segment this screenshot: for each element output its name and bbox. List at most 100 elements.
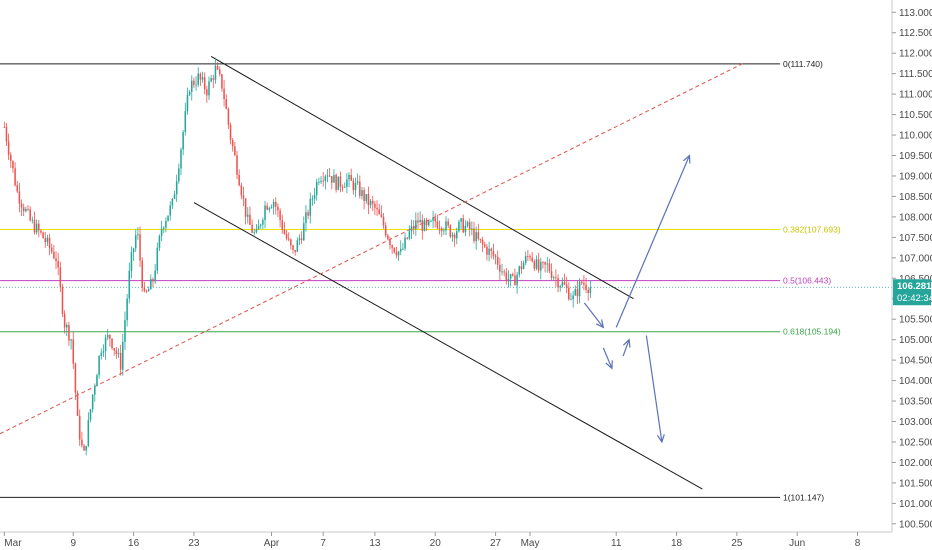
candle-body [57,261,59,268]
candle-body [40,230,42,233]
candle-body [259,224,262,226]
y-tick-label: 113.000 [899,8,932,19]
candle-body [359,181,361,196]
candle-body [436,221,439,228]
channel-upper-line [210,56,634,300]
x-tick-label: 11 [611,538,622,549]
candle-body [535,259,538,269]
y-tick-label: 105.000 [899,335,932,346]
x-tick-label: 7 [320,538,326,549]
projection-arrow-shaft [583,302,604,328]
candle-body [186,94,189,112]
candle-body [38,223,40,231]
candle-body [264,205,266,220]
y-tick-label: 100.500 [899,519,932,530]
candle-body [33,219,36,233]
candlestick-series [3,57,592,456]
candle-body [406,237,408,239]
time-axis[interactable]: Mar 9 16 23 Apr 7 13 20 27 May 11 18 25 Jun 8 [3,532,861,549]
candle-body [50,247,53,252]
candle-body [423,220,426,231]
candle-body [14,168,16,186]
candle-body [315,181,318,196]
candle-body [561,282,564,286]
y-tick-label: 107.500 [899,233,932,244]
candle-body [378,209,380,215]
candle-body [134,235,137,249]
candle-body [328,175,331,177]
candle-body [53,251,55,259]
candle-body [55,258,57,262]
candle-body [430,220,432,222]
candle-body [343,186,346,188]
candle-body [128,270,131,299]
candle-body [524,256,527,264]
candle-body [165,220,167,228]
candle-body [410,226,413,232]
y-tick-label: 104.500 [899,356,932,367]
candle-body [68,325,70,341]
candle-body [89,409,92,420]
candle-body [251,224,253,233]
candle-body [270,207,273,209]
candle-body [570,299,572,300]
candle-body [391,245,393,248]
candle-body [132,248,135,253]
candle-body [91,394,94,410]
candle-body [240,185,243,196]
x-tick-label: 16 [128,538,140,549]
y-tick-label: 102.000 [899,458,932,469]
candle-body [119,352,122,370]
candle-body [527,256,529,257]
x-tick-label: Mar [4,538,22,549]
y-tick-label: 103.000 [899,417,932,428]
candle-body [322,180,324,182]
candle-body [275,201,277,207]
candle-body [479,238,482,240]
candle-body [236,155,238,175]
candle-body [361,190,363,196]
candle-body [578,281,581,297]
candle-body [72,339,75,364]
candle-body [550,271,553,278]
candle-body [193,80,195,86]
candle-body [350,174,352,181]
candle-body [9,154,12,161]
candle-body [496,256,499,265]
candle-body [175,181,178,195]
last-price-tag: 106.281 02:42:34 [893,279,932,306]
candle-body [492,250,495,256]
candle-body [339,176,342,187]
price-axis[interactable]: 100.500 101.000 101.500 102.000 102.500 103.0… [892,8,932,531]
candle-body [427,221,430,226]
y-tick-label: 107.000 [899,253,932,264]
candle-body [42,232,44,239]
candle-body [203,77,206,90]
candle-body [48,237,51,248]
projection-arrow-head [656,434,665,444]
candle-body [281,220,284,230]
candle-body [257,225,260,230]
candle-body [458,221,460,232]
candle-body [555,277,557,279]
candle-body [83,445,85,451]
candle-body [225,99,228,109]
projection-arrow-head [622,338,631,348]
candle-body [167,215,169,221]
candle-body [565,284,568,288]
candle-body [572,295,574,300]
candle-body [109,334,111,339]
candle-body [100,352,103,356]
candle-body [335,174,337,190]
candle-body [262,219,264,225]
y-tick-label: 104.000 [899,376,932,387]
candle-body [503,271,505,273]
candle-body [277,206,279,211]
candle-body [415,220,417,230]
candle-body [247,214,249,217]
candle-body [111,338,113,349]
x-tick-label: 25 [731,538,743,549]
candle-body [197,73,199,85]
candle-body [443,230,445,232]
